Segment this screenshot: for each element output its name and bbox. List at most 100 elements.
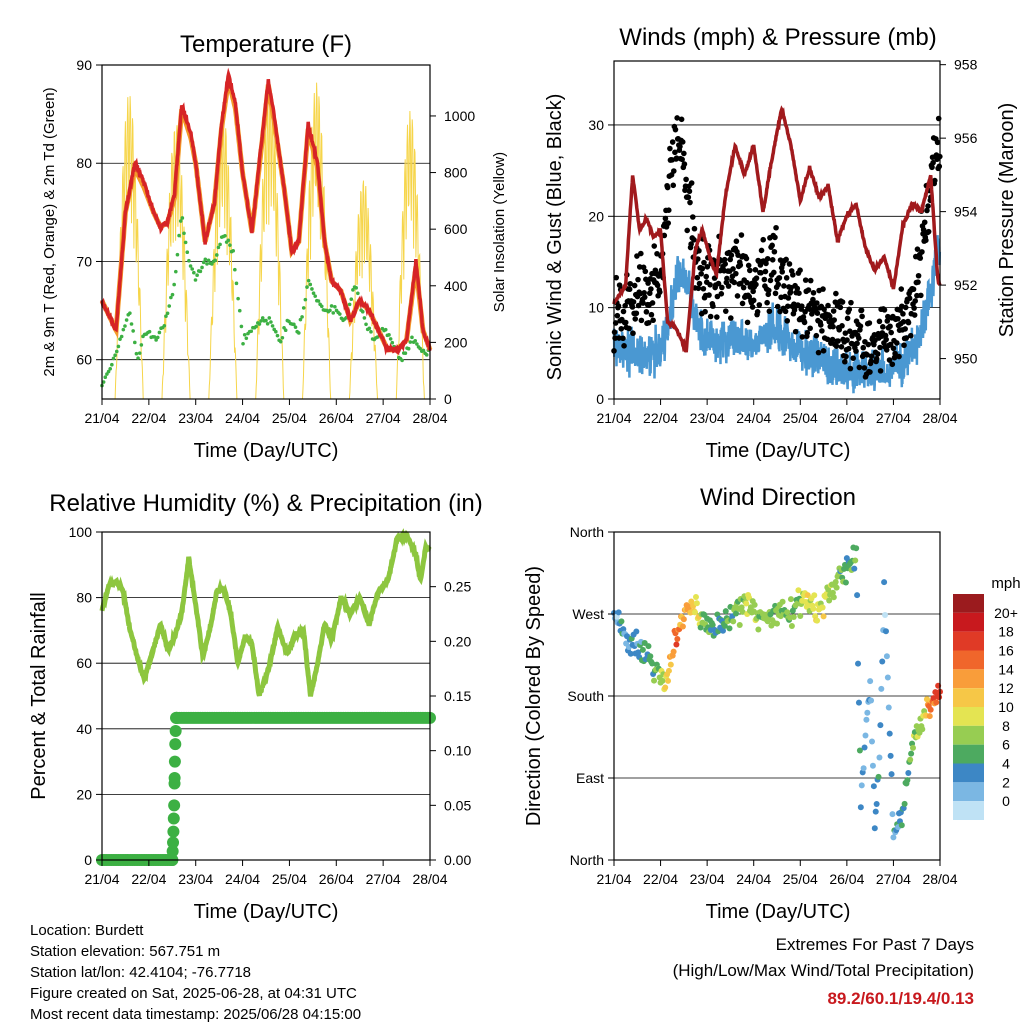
y-tick-label: 20 xyxy=(76,786,92,802)
direction-point xyxy=(858,782,865,789)
gust-point xyxy=(836,326,843,333)
x-tick-label: 24/04 xyxy=(736,871,771,887)
x-tick-label: 21/04 xyxy=(84,871,119,887)
y-tick-label: 90 xyxy=(76,57,92,73)
gust-point xyxy=(771,248,778,255)
dewpoint-point xyxy=(390,340,395,345)
gust-point xyxy=(641,290,647,296)
x-tick-label: 27/04 xyxy=(366,871,401,887)
rainfall-point xyxy=(167,836,180,849)
dewpoint-point xyxy=(193,278,198,282)
direction-point xyxy=(639,646,646,653)
gust-point xyxy=(679,156,685,163)
direction-point xyxy=(730,618,737,625)
gust-point xyxy=(847,365,854,372)
dewpoint-point xyxy=(206,258,211,263)
dewpoint-point xyxy=(167,304,172,308)
direction-point xyxy=(857,804,864,811)
direction-point xyxy=(618,618,625,625)
gust-point xyxy=(695,285,702,292)
gust-point xyxy=(728,315,734,321)
gust-point xyxy=(657,289,663,295)
gust-point xyxy=(620,308,627,315)
colorbar-swatch xyxy=(953,782,984,802)
colorbar-swatch xyxy=(953,744,984,764)
winds-series xyxy=(611,105,943,394)
dewpoint-point xyxy=(254,324,258,329)
direction-point xyxy=(647,653,654,660)
dewpoint-point xyxy=(270,324,275,328)
y2-tick-label: 0.15 xyxy=(444,688,471,704)
colorbar-label: 6 xyxy=(1002,737,1010,753)
gust-point xyxy=(681,150,687,157)
colorbar-swatch xyxy=(953,612,984,632)
gust-point xyxy=(758,247,765,254)
dewpoint-point xyxy=(185,250,190,255)
dewpoint-point xyxy=(403,351,408,356)
gust-point xyxy=(797,267,803,274)
gust-point xyxy=(633,310,640,317)
dewpoint-point xyxy=(147,329,152,334)
direction-point xyxy=(869,762,876,769)
dewpoint-point xyxy=(410,335,414,340)
dewpoint-point xyxy=(303,297,308,302)
rainfall-point xyxy=(167,812,180,825)
direction-point xyxy=(933,699,940,706)
dewpoint-point xyxy=(182,231,186,236)
direction-point xyxy=(863,716,870,723)
gust-point xyxy=(925,203,931,209)
gust-point xyxy=(914,246,921,252)
dewpoint-point xyxy=(133,340,137,345)
gust-point xyxy=(669,139,676,145)
dewpoint-point xyxy=(383,327,388,332)
colorbar-title: mph xyxy=(991,575,1020,592)
winds-title: Winds (mph) & Pressure (mb) xyxy=(619,24,936,51)
gust-point xyxy=(738,232,745,238)
direction-point xyxy=(901,800,908,807)
gust-point xyxy=(907,332,914,339)
gust-point xyxy=(801,319,808,326)
gust-point xyxy=(695,256,701,262)
direction-point xyxy=(870,783,877,790)
dewpoint-point xyxy=(349,297,354,302)
dewpoint-point xyxy=(316,299,321,303)
dewpoint-point xyxy=(237,308,242,313)
gust-point xyxy=(910,286,917,293)
direction-point xyxy=(855,660,862,667)
pressure-line xyxy=(612,105,942,353)
direction-point xyxy=(679,623,686,630)
colorbar-label: 14 xyxy=(998,661,1014,677)
gust-point xyxy=(641,294,648,300)
gust-point xyxy=(745,262,752,269)
colorbar-label: 18 xyxy=(998,624,1014,640)
gust-point xyxy=(704,263,711,270)
dewpoint-point xyxy=(275,333,280,338)
gust-point xyxy=(733,238,740,245)
y2-tick-label: 800 xyxy=(444,165,468,181)
gust-point xyxy=(719,284,725,291)
gust-point xyxy=(766,308,773,315)
winds-xlabel: Time (Day/UTC) xyxy=(706,440,851,462)
gust-point xyxy=(785,295,792,301)
colorbar-label: 4 xyxy=(1002,756,1010,772)
gust-point xyxy=(876,318,883,325)
dewpoint-point xyxy=(103,375,108,380)
direction-point xyxy=(697,624,704,631)
gust-point xyxy=(631,282,638,289)
direction-point xyxy=(833,584,840,591)
direction-point xyxy=(795,587,802,594)
gust-point xyxy=(804,330,811,336)
y-tick-label: 30 xyxy=(588,117,604,133)
gust-point xyxy=(837,304,844,311)
direction-point xyxy=(674,636,681,643)
gust-point xyxy=(684,227,691,234)
y2-tick-label: 952 xyxy=(954,277,978,293)
gust-point xyxy=(689,214,696,220)
dewpoint-point xyxy=(177,233,181,238)
y-tick-label: 10 xyxy=(588,300,604,316)
direction-point xyxy=(909,744,916,751)
y-tick-label: East xyxy=(576,770,604,786)
gust-point xyxy=(817,322,824,328)
dewpoint-point xyxy=(165,311,170,316)
gust-point xyxy=(784,318,791,324)
